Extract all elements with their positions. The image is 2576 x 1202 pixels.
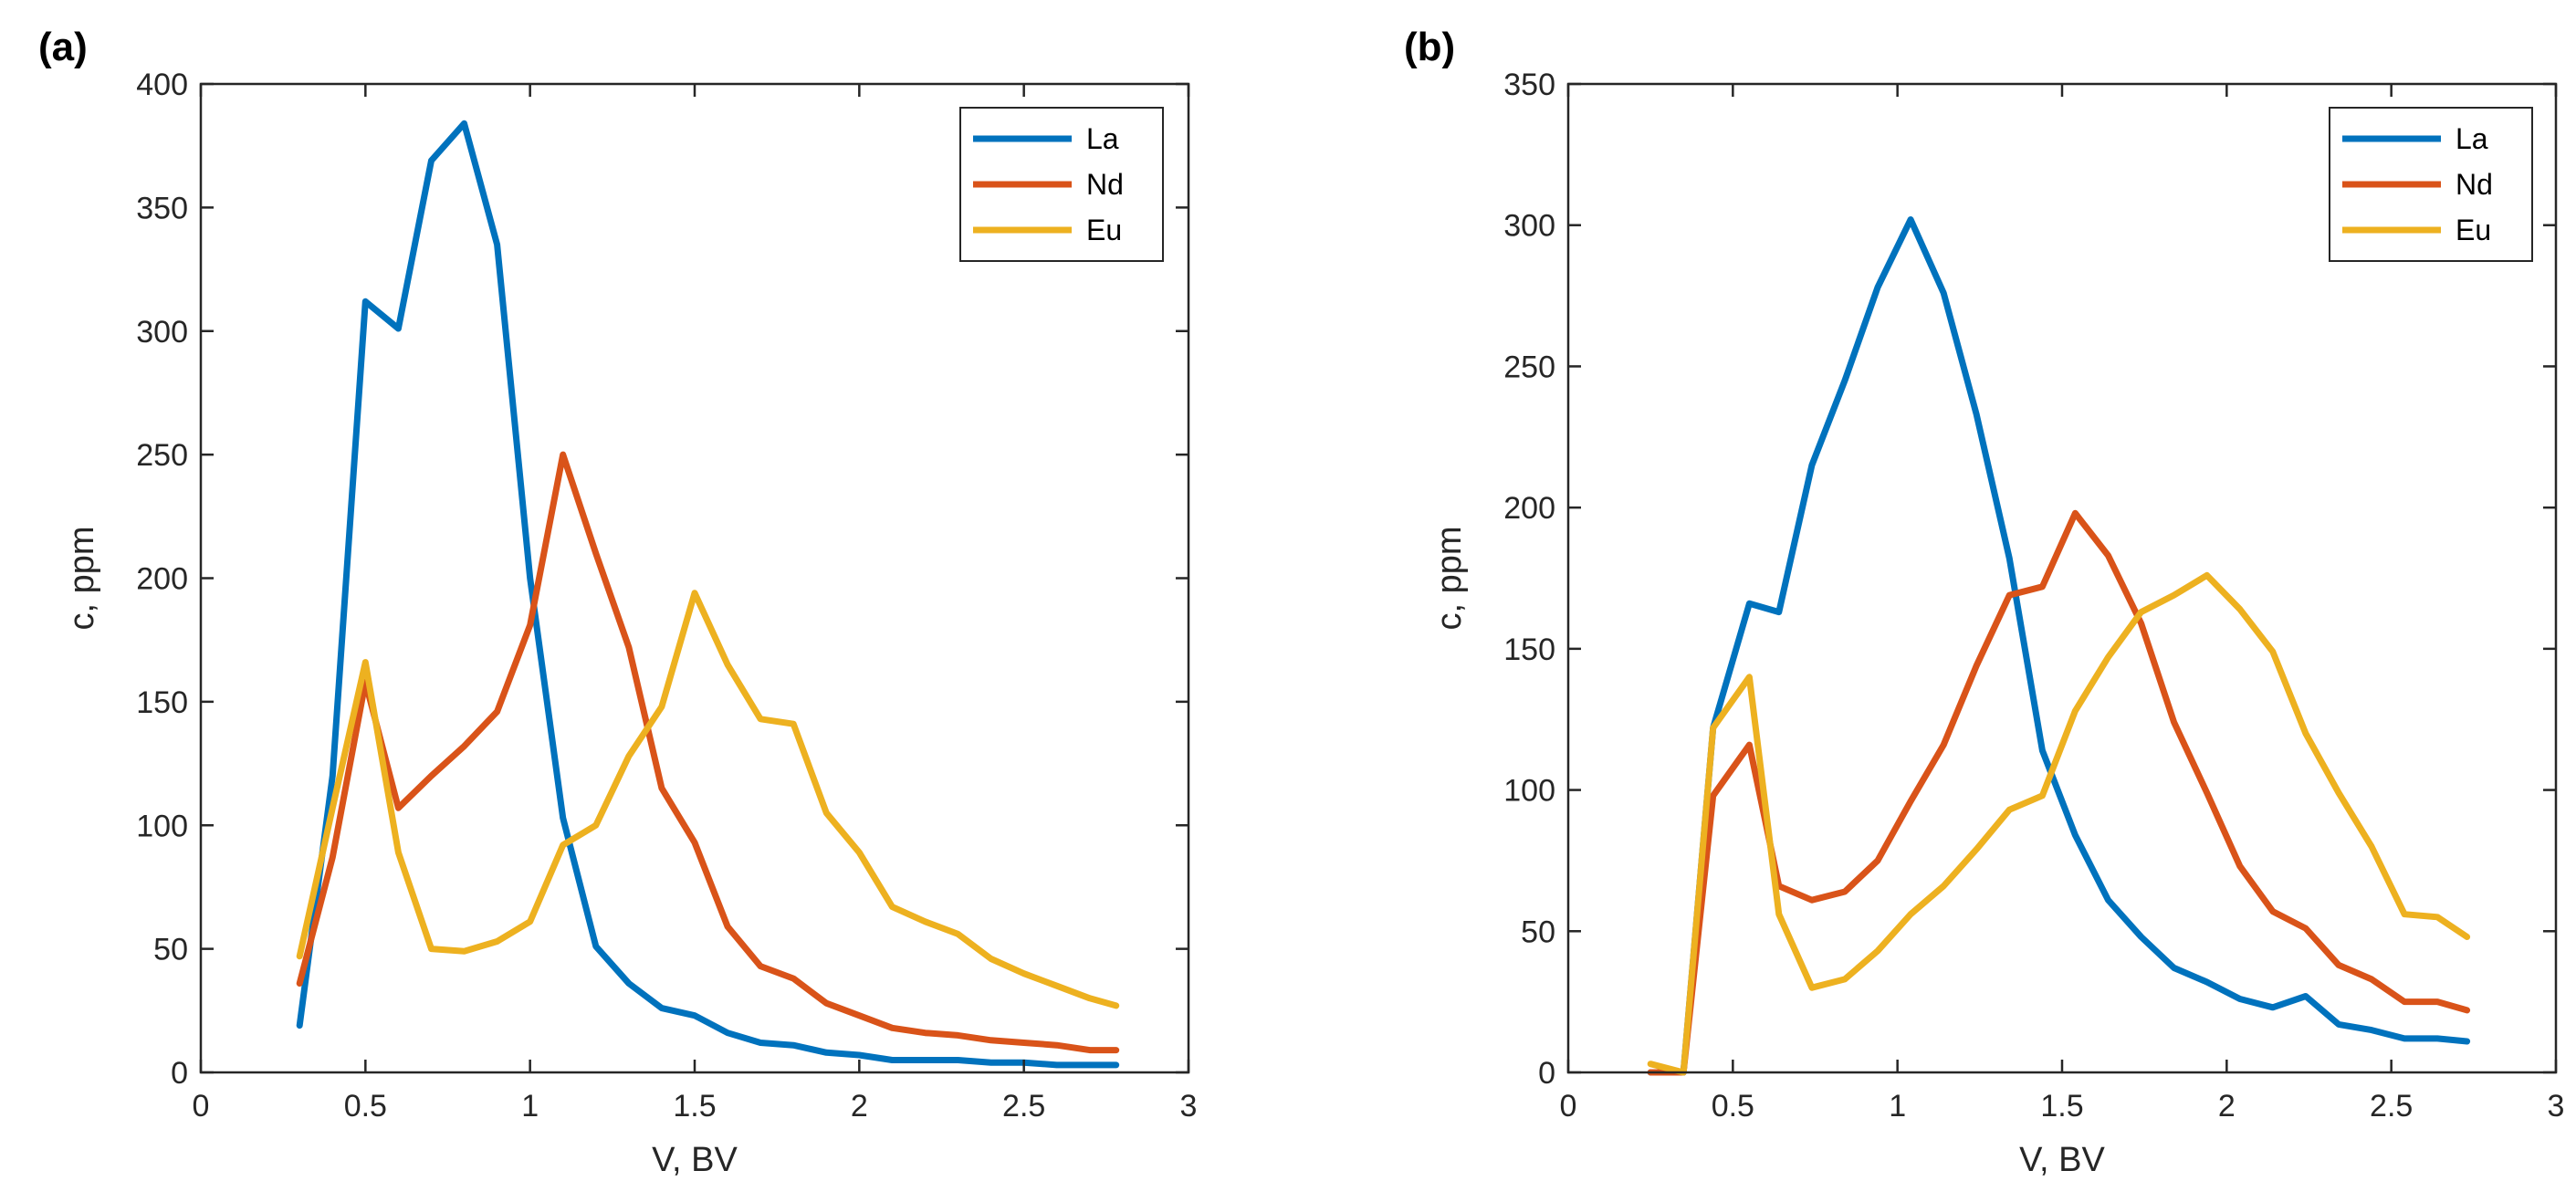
y-tick-label: 350 (136, 191, 188, 225)
y-tick-label: 400 (136, 68, 188, 102)
x-tick-label: 1 (521, 1089, 539, 1124)
legend-label-la: La (1086, 122, 1119, 155)
y-tick-label: 250 (1503, 350, 1555, 384)
chart-panel-a: (a) 0 0.5 1 1.5 2 2.5 3 0 50 100 150 200 250 300 350 400… (38, 25, 1197, 1179)
series-line-nd (1647, 509, 2471, 1076)
chart-panel-b: (b) 0 0.5 1 1.5 2 2.5 3 0 50 100 150 200 250 300 350 V, … (1404, 25, 2564, 1179)
y-tick-label: 300 (1503, 209, 1555, 244)
y-tick-label: 150 (1503, 632, 1555, 667)
x-tick-label: 0.5 (1712, 1089, 1754, 1124)
y-tick-label: 350 (1503, 68, 1555, 102)
series-line-nd (296, 451, 1120, 1054)
y-tick-label: 200 (136, 562, 188, 597)
series-group (1647, 216, 2471, 1076)
legend-label-eu: Eu (2456, 214, 2491, 246)
y-tick-label: 50 (153, 933, 188, 967)
y-tick-label: 150 (136, 685, 188, 720)
legend: La Nd Eu (2329, 107, 2533, 262)
panel-label: (a) (38, 25, 88, 69)
x-tick-label: 0 (1560, 1089, 1577, 1124)
y-axis-label: c, ppm (63, 526, 101, 630)
y-tick-label: 100 (136, 809, 188, 843)
legend-label-nd: Nd (2456, 168, 2493, 201)
y-axis-label: c, ppm (1430, 526, 1469, 630)
series-line-eu (296, 590, 1120, 1009)
x-tick-label: 2 (2218, 1089, 2236, 1124)
x-tick-label: 1.5 (2040, 1089, 2083, 1124)
legend: La Nd Eu (959, 107, 1164, 262)
x-tick-label: 2.5 (1002, 1089, 1045, 1124)
series-group (296, 120, 1120, 1069)
y-tick-label: 200 (1503, 491, 1555, 526)
series-line-la (296, 120, 1120, 1069)
x-tick-label: 1 (1889, 1089, 1906, 1124)
y-tick-label: 0 (171, 1056, 188, 1091)
x-tick-label: 0.5 (344, 1089, 387, 1124)
y-tick-label: 100 (1503, 774, 1555, 809)
y-tick-label: 50 (1521, 915, 1555, 949)
legend-label-nd: Nd (1086, 168, 1124, 201)
x-axis-label: V, BV (652, 1141, 738, 1179)
x-tick-label: 2 (851, 1089, 868, 1124)
x-tick-label: 1.5 (673, 1089, 716, 1124)
x-tick-label: 3 (2548, 1089, 2565, 1124)
panel-label: (b) (1404, 25, 1455, 69)
series-line-eu (1647, 571, 2471, 1076)
x-tick-label: 3 (1180, 1089, 1198, 1124)
x-axis-label: V, BV (2019, 1141, 2105, 1179)
legend-label-eu: Eu (1086, 214, 1122, 246)
y-tick-label: 300 (136, 315, 188, 350)
x-tick-label: 2.5 (2370, 1089, 2413, 1124)
legend-label-la: La (2456, 122, 2488, 155)
y-tick-label: 0 (1538, 1056, 1555, 1091)
x-tick-label: 0 (193, 1089, 210, 1124)
y-tick-label: 250 (136, 438, 188, 473)
series-line-la (1647, 216, 2471, 1076)
